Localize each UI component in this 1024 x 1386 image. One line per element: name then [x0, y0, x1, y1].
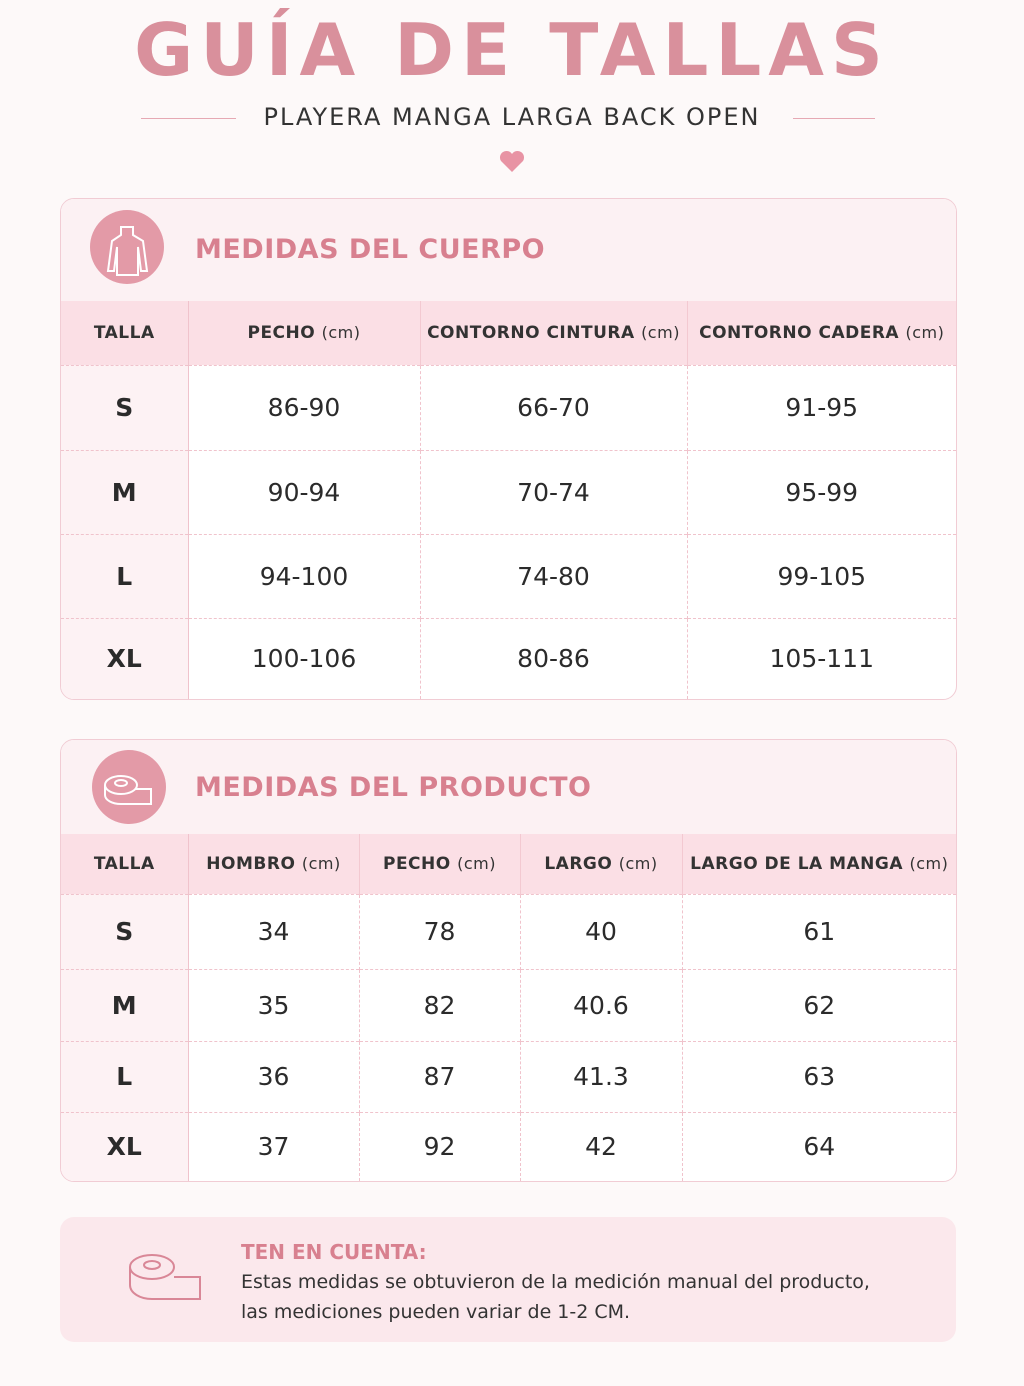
value-cell: 100-106	[187, 617, 420, 699]
card-header: MEDIDAS DEL CUERPO	[61, 199, 956, 301]
size-cell: XL	[61, 1111, 189, 1181]
size-cell: S	[61, 893, 189, 969]
card-header: MEDIDAS DEL PRODUCTO	[61, 740, 956, 834]
table: TALLA PECHO (cm) CONTORNO CINTURA (cm) CONT…	[61, 301, 956, 699]
heart-icon	[499, 150, 525, 172]
table-row: XL 37 92 42 64	[61, 1111, 956, 1181]
header-unit: (cm)	[905, 322, 945, 342]
note-title: TEN EN CUENTA:	[241, 1240, 427, 1264]
column-header: PECHO (cm)	[187, 301, 420, 365]
size-cell: L	[61, 1040, 189, 1112]
value-cell: 86-90	[187, 364, 420, 450]
header-label: LARGO DE LA MANGA	[690, 853, 904, 874]
size-cell: XL	[61, 617, 189, 699]
value-cell: 80-86	[419, 617, 687, 699]
header-unit: (cm)	[618, 853, 658, 873]
value-cell: 36	[187, 1040, 359, 1112]
header-label: PECHO	[382, 853, 451, 874]
column-header: PECHO (cm)	[358, 834, 520, 894]
value-cell: 64	[681, 1111, 956, 1181]
size-cell: M	[61, 968, 189, 1041]
column-header: HOMBRO (cm)	[187, 834, 359, 894]
divider	[141, 118, 236, 119]
column-header: CONTORNO CADERA (cm)	[686, 301, 956, 365]
table-row: M 90-94 70-74 95-99	[61, 449, 956, 534]
header-label: LARGO	[544, 853, 613, 874]
value-cell: 37	[187, 1111, 359, 1181]
value-cell: 40.6	[519, 968, 682, 1041]
value-cell: 92	[358, 1111, 520, 1181]
value-cell: 42	[519, 1111, 682, 1181]
size-cell: S	[61, 364, 189, 450]
table-row: S 34 78 40 61	[61, 893, 956, 969]
column-header: LARGO DE LA MANGA (cm)	[681, 834, 956, 894]
table-row: L 36 87 41.3 63	[61, 1040, 956, 1112]
note-text: las mediciones pueden variar de 1-2 CM.	[241, 1301, 631, 1323]
value-cell: 82	[358, 968, 520, 1041]
subtitle: PLAYERA MANGA LARGA BACK OPEN	[263, 103, 761, 131]
value-cell: 91-95	[686, 364, 956, 450]
header-label: CONTORNO CADERA	[699, 322, 900, 343]
value-cell: 99-105	[686, 533, 956, 618]
product-card: MEDIDAS DEL PRODUCTO TALLA HOMBRO (cm) PEC…	[60, 739, 957, 1182]
tape-icon	[92, 750, 166, 824]
value-cell: 40	[519, 893, 682, 969]
value-cell: 66-70	[419, 364, 687, 450]
table-row: L 94-100 74-80 99-105	[61, 533, 956, 618]
size-cell: M	[61, 449, 189, 534]
page-title: GUÍA DE TALLAS	[134, 8, 890, 92]
value-cell: 87	[358, 1040, 520, 1112]
header-unit: (cm)	[457, 853, 497, 873]
card-title: MEDIDAS DEL CUERPO	[195, 234, 546, 265]
table-row: M 35 82 40.6 62	[61, 968, 956, 1041]
header-unit: (cm)	[301, 853, 341, 873]
header-label: TALLA	[93, 322, 155, 343]
header-row: TALLA PECHO (cm) CONTORNO CINTURA (cm) CONT…	[61, 301, 956, 365]
column-header: TALLA	[61, 834, 189, 894]
table: TALLA HOMBRO (cm) PECHO (cm) LARGO (cm) LARG…	[61, 834, 956, 1181]
header-unit: (cm)	[909, 853, 949, 873]
header-label: HOMBRO	[206, 853, 296, 874]
header-unit: (cm)	[641, 322, 680, 342]
header-label: CONTORNO CINTURA	[427, 322, 635, 343]
header-label: PECHO	[247, 322, 316, 343]
table-row: S 86-90 66-70 91-95	[61, 364, 956, 450]
size-cell: L	[61, 533, 189, 618]
header-row: TALLA HOMBRO (cm) PECHO (cm) LARGO (cm) LARG…	[61, 834, 956, 894]
value-cell: 105-111	[686, 617, 956, 699]
note-box: TEN EN CUENTA: Estas medidas se obtuvier…	[60, 1217, 956, 1342]
column-header: LARGO (cm)	[519, 834, 682, 894]
value-cell: 94-100	[187, 533, 420, 618]
table-row: XL 100-106 80-86 105-111	[61, 617, 956, 699]
column-header: TALLA	[61, 301, 189, 365]
value-cell: 63	[681, 1040, 956, 1112]
divider	[793, 118, 875, 119]
value-cell: 95-99	[686, 449, 956, 534]
note-text: Estas medidas se obtuvieron de la medici…	[241, 1271, 870, 1293]
value-cell: 90-94	[187, 449, 420, 534]
header-label: TALLA	[93, 853, 155, 874]
value-cell: 74-80	[419, 533, 687, 618]
header-unit: (cm)	[321, 322, 361, 342]
column-header: CONTORNO CINTURA (cm)	[419, 301, 687, 365]
body-card: MEDIDAS DEL CUERPO TALLA PECHO (cm) CONTOR…	[60, 198, 957, 700]
tape-icon	[129, 1254, 201, 1300]
shirt-icon	[90, 210, 164, 284]
value-cell: 62	[681, 968, 956, 1041]
value-cell: 61	[681, 893, 956, 969]
value-cell: 35	[187, 968, 359, 1041]
card-title: MEDIDAS DEL PRODUCTO	[195, 772, 592, 803]
value-cell: 70-74	[419, 449, 687, 534]
value-cell: 34	[187, 893, 359, 969]
value-cell: 41.3	[519, 1040, 682, 1112]
value-cell: 78	[358, 893, 520, 969]
